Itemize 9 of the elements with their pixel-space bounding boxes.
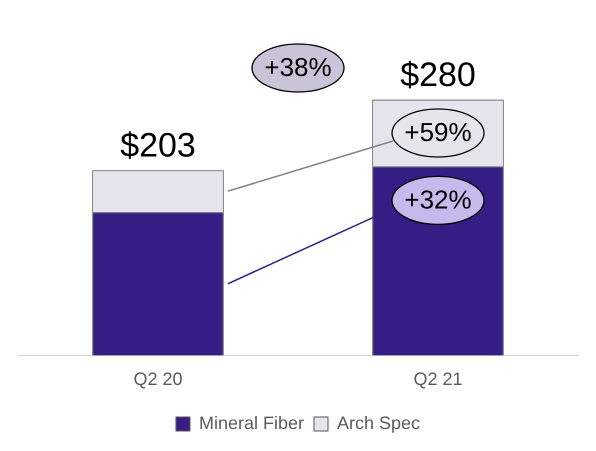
x-tick-label: Q2 20 xyxy=(133,369,183,390)
text: +38% xyxy=(264,52,332,82)
text: $280 xyxy=(400,56,476,94)
annotation: $203 xyxy=(120,126,196,165)
legend-label: Mineral Fiber xyxy=(198,412,304,433)
annotation: +32% xyxy=(404,184,472,215)
annotation: +59% xyxy=(404,117,472,148)
legend-label: Arch Spec xyxy=(336,412,420,433)
x-tick-label: Q2 21 xyxy=(413,369,463,390)
